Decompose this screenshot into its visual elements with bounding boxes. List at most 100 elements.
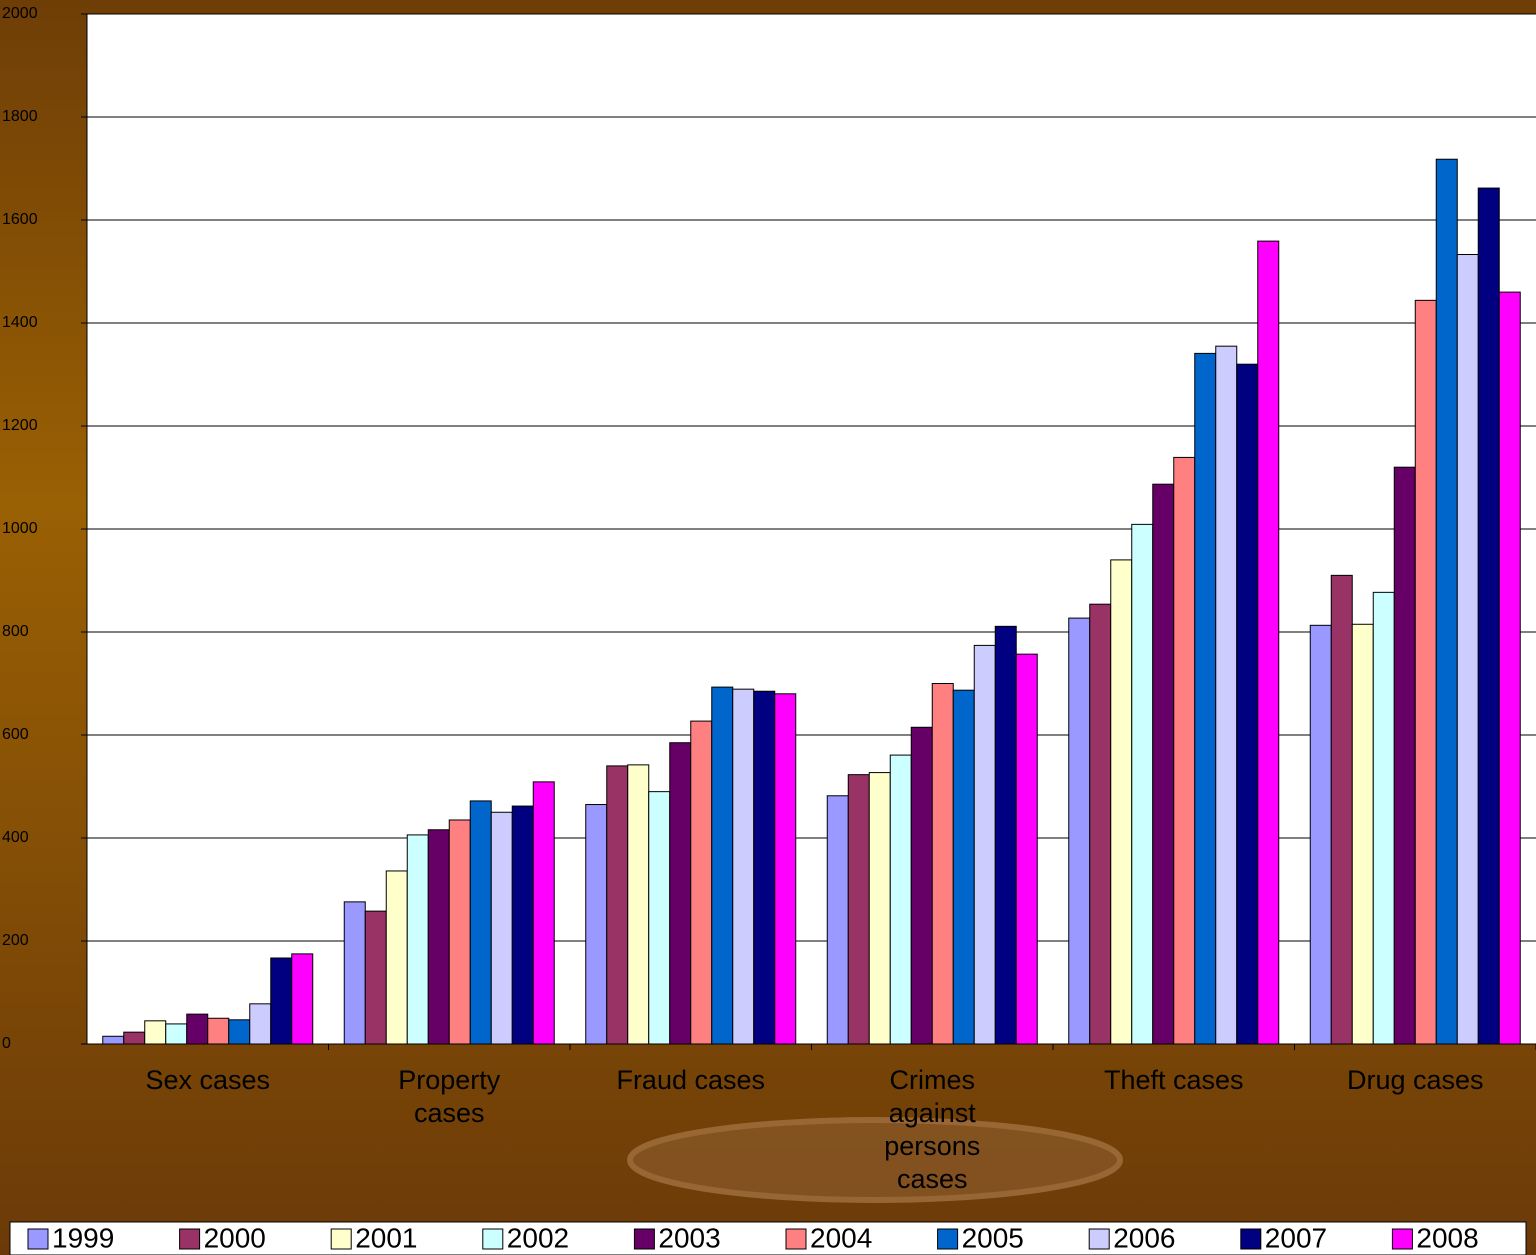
bar [670, 743, 691, 1044]
bar [974, 645, 995, 1044]
bar [1174, 457, 1195, 1044]
bar [1069, 618, 1090, 1044]
y-tick-label: 2000 [2, 5, 38, 22]
legend-label: 2003 [658, 1222, 720, 1253]
bar [1331, 575, 1352, 1044]
chart: 0200400600800100012001400160018002000Sex… [0, 0, 1536, 1255]
legend-swatch [634, 1229, 654, 1249]
bar [292, 954, 313, 1044]
bar [124, 1032, 145, 1044]
bar [208, 1018, 229, 1044]
bar [1499, 292, 1520, 1044]
x-tick-label-line: cases [897, 1164, 968, 1194]
bar [428, 830, 449, 1044]
legend-label: 2007 [1265, 1222, 1327, 1253]
bar [1436, 159, 1457, 1044]
bar [1258, 241, 1279, 1044]
bar [407, 835, 428, 1044]
bar [848, 775, 869, 1044]
x-tick-label: Theft cases [1104, 1065, 1244, 1095]
y-tick-label: 800 [2, 623, 29, 640]
legend-swatch [331, 1229, 351, 1249]
bar [1090, 604, 1111, 1044]
legend-label: 2004 [810, 1222, 872, 1253]
x-tick-label: Drug cases [1347, 1065, 1484, 1095]
legend-swatch [1241, 1229, 1261, 1249]
bar [250, 1004, 271, 1044]
bar [607, 766, 628, 1044]
bar [995, 626, 1016, 1044]
bar [1153, 484, 1174, 1044]
bar [932, 684, 953, 1045]
bar [470, 801, 491, 1044]
bar [449, 820, 470, 1044]
page: 0200400600800100012001400160018002000Sex… [0, 0, 1536, 1255]
bar [271, 958, 292, 1044]
bar [344, 902, 365, 1044]
legend-swatch [180, 1229, 200, 1249]
legend-label: 2000 [204, 1222, 266, 1253]
legend-label: 2006 [1113, 1222, 1175, 1253]
y-tick-label: 1800 [2, 108, 38, 125]
x-tick-label: Fraud cases [616, 1065, 765, 1095]
bar [1457, 255, 1478, 1044]
bar [953, 690, 974, 1044]
legend-swatch [28, 1229, 48, 1249]
bar [1111, 560, 1132, 1044]
bar [733, 689, 754, 1044]
bar [1132, 524, 1153, 1044]
x-tick-label-line: against [889, 1098, 977, 1128]
legend-label: 2002 [507, 1222, 569, 1253]
bar [512, 806, 533, 1044]
bar [365, 911, 386, 1044]
bar [911, 727, 932, 1044]
y-tick-label: 1600 [2, 211, 38, 228]
bar [1352, 624, 1373, 1044]
bar [827, 796, 848, 1044]
bar [145, 1021, 166, 1044]
legend-label: 1999 [52, 1222, 114, 1253]
bar [1016, 654, 1037, 1044]
bar [754, 691, 775, 1044]
bar [1478, 188, 1499, 1044]
bar [533, 782, 554, 1044]
decor [630, 1120, 1120, 1200]
legend-swatch [938, 1229, 958, 1249]
bar [1394, 467, 1415, 1044]
bar [628, 765, 649, 1044]
bar [491, 812, 512, 1044]
bar [229, 1020, 250, 1044]
bar [869, 773, 890, 1044]
legend-swatch [1392, 1229, 1412, 1249]
bar [649, 792, 670, 1044]
bar [103, 1036, 124, 1044]
bar [691, 721, 712, 1044]
x-tick-label-line: persons [884, 1131, 980, 1161]
legend-label: 2001 [355, 1222, 417, 1253]
bar [1216, 346, 1237, 1044]
bar [890, 755, 911, 1044]
y-tick-label: 600 [2, 726, 29, 743]
bar [187, 1014, 208, 1044]
bar [1195, 353, 1216, 1044]
y-tick-label: 1000 [2, 520, 38, 537]
y-tick-label: 400 [2, 829, 29, 846]
y-tick-label: 1200 [2, 417, 38, 434]
x-tick-label-line: Property [398, 1065, 501, 1095]
bar [1310, 625, 1331, 1044]
y-tick-label: 0 [2, 1035, 11, 1052]
legend-swatch [786, 1229, 806, 1249]
legend-swatch [483, 1229, 503, 1249]
x-tick-label-line: Crimes [890, 1065, 976, 1095]
bar [1373, 592, 1394, 1044]
legend-swatch [1089, 1229, 1109, 1249]
x-tick-label: Sex cases [145, 1065, 270, 1095]
bar [1415, 300, 1436, 1044]
bar [712, 687, 733, 1044]
bar [386, 871, 407, 1044]
bar [586, 805, 607, 1044]
legend-label: 2008 [1416, 1222, 1478, 1253]
y-tick-label: 1400 [2, 314, 38, 331]
legend-label: 2005 [962, 1222, 1024, 1253]
bar [1237, 364, 1258, 1044]
